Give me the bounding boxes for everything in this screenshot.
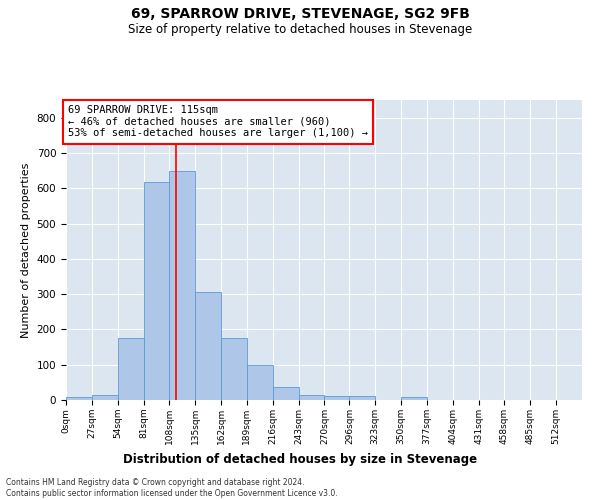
Bar (349, 396, 375, 400)
Bar (143, 182, 169, 400)
Bar (299, 394, 325, 400)
Bar (221, 338, 247, 400)
Bar (118, 338, 143, 400)
Text: Contains HM Land Registry data © Crown copyright and database right 2024.
Contai: Contains HM Land Registry data © Crown c… (6, 478, 338, 498)
Text: 69 SPARROW DRIVE: 115sqm
← 46% of detached houses are smaller (960)
53% of semi-: 69 SPARROW DRIVE: 115sqm ← 46% of detach… (68, 106, 368, 138)
Bar (325, 396, 350, 400)
Text: Size of property relative to detached houses in Stevenage: Size of property relative to detached ho… (128, 22, 472, 36)
Text: Distribution of detached houses by size in Stevenage: Distribution of detached houses by size … (123, 452, 477, 466)
Bar (195, 292, 221, 400)
Bar (66, 397, 92, 400)
Bar (401, 397, 427, 400)
Text: 69, SPARROW DRIVE, STEVENAGE, SG2 9FB: 69, SPARROW DRIVE, STEVENAGE, SG2 9FB (131, 8, 469, 22)
Bar (247, 366, 273, 400)
Bar (169, 170, 195, 400)
Bar (92, 396, 118, 400)
Y-axis label: Number of detached properties: Number of detached properties (21, 162, 31, 338)
Bar (273, 386, 299, 400)
